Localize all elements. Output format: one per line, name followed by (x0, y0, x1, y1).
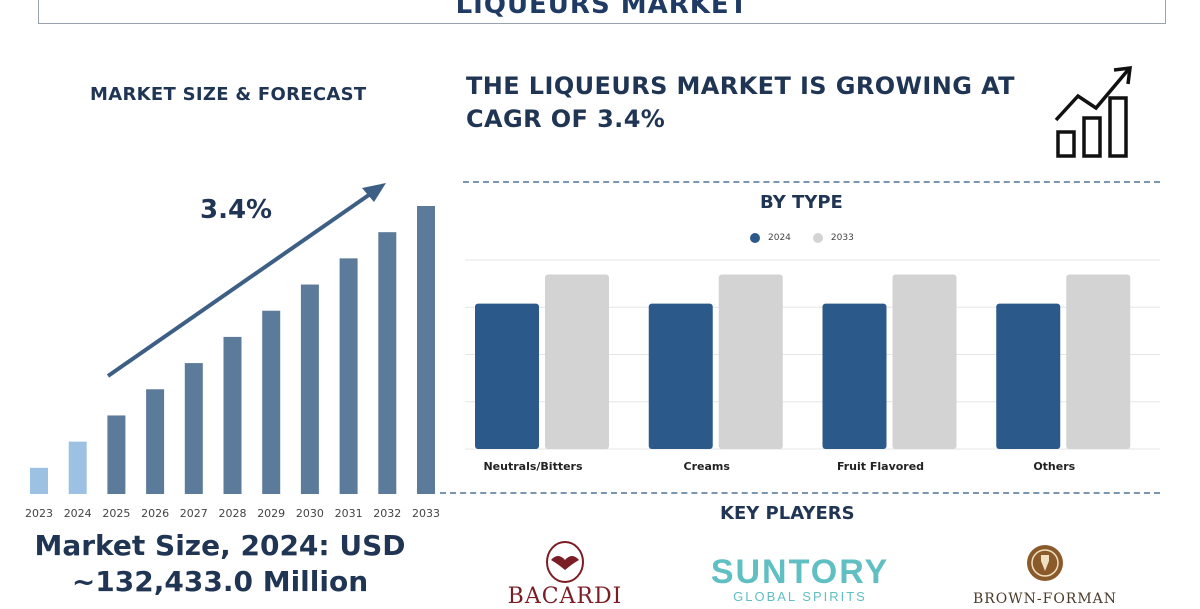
page-title-box: LIQUEURS MARKET (38, 0, 1166, 24)
legend-label-2033: 2033 (830, 233, 854, 243)
forecast-bar-2030 (300, 284, 319, 494)
forecast-tick-2027: 2027 (180, 507, 208, 520)
forecast-bar-2025 (107, 415, 126, 494)
forecast-bar-2031 (339, 258, 358, 494)
forecast-tick-2028: 2028 (219, 507, 247, 520)
cagr-headline: THE LIQUEURS MARKET IS GROWING AT CAGR O… (466, 72, 1015, 133)
legend-item-2033: 2033 (812, 233, 854, 243)
by-type-bar-neutrals-bitters-2024 (475, 303, 539, 449)
forecast-bar-2023 (30, 467, 48, 494)
forecast-tick-2030: 2030 (296, 507, 324, 520)
legend-item-2024: 2024 (750, 233, 791, 243)
forecast-tick-2023: 2023 (25, 507, 53, 520)
forecast-tick-2025: 2025 (102, 507, 130, 520)
forecast-tick-2024: 2024 (64, 507, 92, 520)
brown-forman-emblem-icon (1027, 545, 1063, 581)
by-type-tick-creams: Creams (684, 460, 731, 473)
suntory-subtitle: GLOBAL SPIRITS (733, 589, 867, 604)
forecast-bar-2033 (417, 206, 435, 494)
key-players-title: KEY PLAYERS (720, 503, 855, 524)
forecast-bar-2032 (378, 232, 397, 494)
legend-swatch-2024 (750, 233, 760, 243)
by-type-bar-creams-2024 (648, 303, 713, 449)
by-type-tick-neutrals-bitters: Neutrals/Bitters (483, 460, 582, 473)
growth-chart-icon (1054, 65, 1133, 158)
brown-forman-logo: BROWN-FORMAN (970, 543, 1120, 607)
cagr-annotation: 3.4% (200, 195, 272, 225)
forecast-bar-2026 (146, 389, 165, 494)
market-size-line-1: Market Size, 2024: USD (34, 529, 406, 562)
divider-bottom (440, 492, 1160, 494)
by-type-title: BY TYPE (760, 192, 843, 213)
bacardi-bat-crest-icon (546, 541, 584, 583)
forecast-tick-2033: 2033 (412, 507, 440, 520)
by-type-bar-creams-2033 (718, 274, 783, 449)
by-type-bar-fruit-flavored-2024 (822, 303, 887, 449)
forecast-tick-2029: 2029 (257, 507, 285, 520)
by-type-legend: 2024 2033 (750, 233, 854, 243)
by-type-bar-fruit-flavored-2033 (892, 274, 957, 449)
bacardi-name: BACARDI (507, 584, 623, 609)
divider-top (463, 181, 1160, 183)
trend-arrow-head (362, 183, 386, 202)
market-size-title: MARKET SIZE & FORECAST (90, 84, 367, 105)
forecast-tick-2031: 2031 (335, 507, 363, 520)
forecast-bar-2024 (68, 441, 87, 494)
suntory-logo: SUNTORY GLOBAL SPIRITS (710, 555, 890, 604)
forecast-bar-2029 (262, 310, 281, 494)
by-type-bar-neutrals-bitters-2033 (545, 274, 609, 449)
by-type-tick-others: Others (1033, 460, 1075, 473)
suntory-name: SUNTORY (710, 553, 890, 591)
forecast-bar-2028 (223, 336, 242, 494)
by-type-bar-others-2033 (1066, 274, 1131, 449)
by-type-tick-fruit-flavored: Fruit Flavored (837, 460, 924, 473)
forecast-bar-chart: 2023 2024 2025 2026 2027 2028 2029 2030 2031 2032… (25, 183, 440, 520)
forecast-tick-2032: 2032 (373, 507, 401, 520)
market-size-line-2: ~132,433.0 Million (71, 565, 369, 598)
by-type-bar-others-2024 (996, 303, 1061, 449)
trend-arrow-line (106, 188, 378, 378)
legend-swatch-2033 (812, 233, 823, 243)
bacardi-logo: BACARDI (500, 540, 630, 609)
forecast-tick-2026: 2026 (141, 507, 169, 520)
by-type-bar-chart: Neutrals/Bitters Creams Fruit Flavored Othe… (465, 259, 1160, 473)
market-size-summary: Market Size, 2024: USD ~132,433.0 Millio… (0, 528, 440, 600)
page-title: LIQUEURS MARKET (455, 0, 749, 20)
brown-forman-name: BROWN-FORMAN (972, 591, 1118, 607)
forecast-bar-2027 (184, 363, 203, 494)
legend-label-2024: 2024 (768, 233, 791, 243)
